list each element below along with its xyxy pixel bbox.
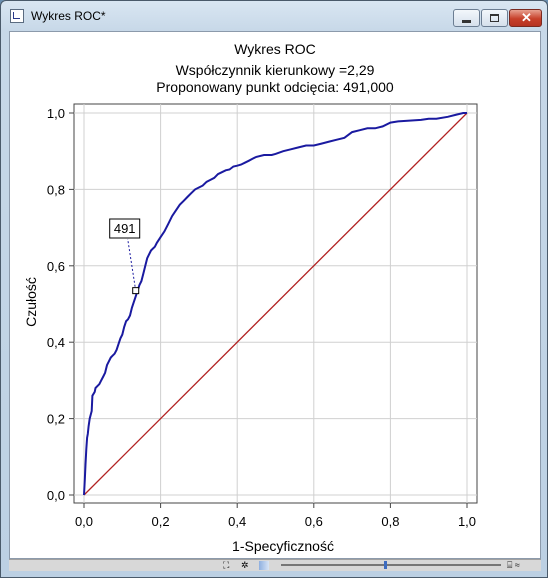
annotation-layer: 491 (109, 218, 141, 295)
maximize-button[interactable] (481, 9, 508, 27)
reference-diagonal-line (83, 112, 468, 496)
minimize-icon (462, 20, 471, 23)
color-scale-icon[interactable] (259, 561, 269, 570)
title-bar[interactable]: Wykres ROC* ✕ (1, 1, 547, 31)
zoom-slider-thumb[interactable] (384, 561, 387, 569)
annotation-box (109, 218, 141, 239)
y-tick-label: 0,2 (47, 412, 65, 427)
axis-ticks: 0,0 0,0 0,2 0,2 0,4 0,4 0,6 0,6 0,8 0,8 1,0 1,0 (47, 106, 476, 529)
zoom-slider[interactable] (281, 564, 501, 566)
minimize-button[interactable] (453, 9, 480, 27)
cutoff-point-marker[interactable] (132, 287, 140, 295)
y-tick-label: 0,4 (47, 335, 65, 350)
x-tick-label: 0,2 (152, 514, 170, 529)
x-tick-label: 0,6 (305, 514, 323, 529)
x-tick-label: 0,4 (228, 514, 246, 529)
roc-chart: Wykres ROC Współczynnik kierunkowy =2,29… (23, 41, 478, 554)
zoom-reset-icon[interactable]: ⛶ (223, 560, 230, 570)
close-icon: ✕ (521, 10, 532, 25)
annotation-label: 491 (114, 221, 136, 236)
x-tick-label: 1,0 (458, 514, 476, 529)
status-bar: ⛶ ✲ ⌸ ≈ (9, 559, 541, 571)
y-tick-label: 0,8 (47, 182, 65, 197)
roc-curve-line (83, 112, 467, 496)
x-axis-label: 1-Specyficzność (232, 538, 334, 554)
chart-window-icon[interactable] (10, 9, 24, 23)
annotation-leader-line (127, 238, 137, 291)
grid-lines (74, 104, 477, 503)
window-title: Wykres ROC* (31, 9, 106, 23)
chart-subtitle-cutoff: Proponowany punkt odcięcia: 491,000 (156, 79, 394, 95)
y-axis-label: Czułość (23, 277, 39, 327)
series-layer (83, 112, 468, 496)
chart-subtitle-slope: Współczynnik kierunkowy =2,29 (176, 62, 375, 78)
chart-area: Wykres ROC Współczynnik kierunkowy =2,29… (9, 31, 541, 559)
close-button[interactable]: ✕ (509, 9, 542, 27)
y-tick-label: 1,0 (47, 106, 65, 121)
x-tick-label: 0,0 (75, 514, 93, 529)
y-tick-label: 0,6 (47, 259, 65, 274)
expand-icon[interactable]: ⌸ ≈ (507, 560, 520, 570)
y-tick-label: 0,0 (47, 488, 65, 503)
settings-icon[interactable]: ✲ (241, 560, 249, 570)
x-tick-label: 0,8 (381, 514, 399, 529)
maximize-icon (490, 14, 499, 22)
chart-title: Wykres ROC (234, 41, 316, 57)
